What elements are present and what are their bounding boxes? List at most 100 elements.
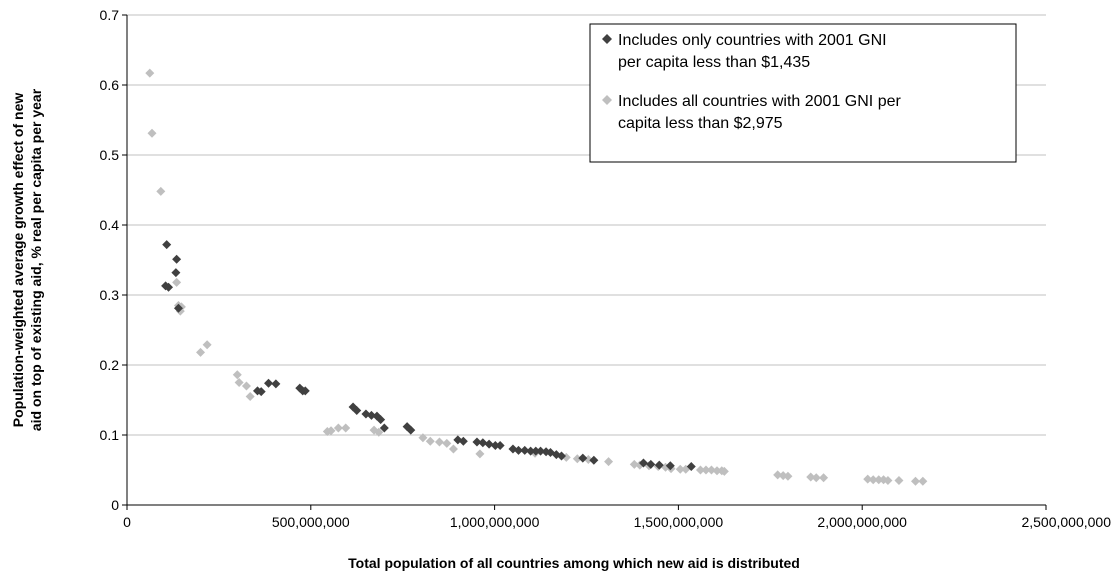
- series-2-point: [234, 378, 244, 387]
- y-tick-label: 0.5: [100, 147, 120, 163]
- y-tick-label: 0.2: [100, 357, 120, 373]
- series-1-point: [379, 423, 389, 433]
- series-1-point: [665, 461, 675, 471]
- series-1-point: [162, 240, 172, 250]
- series-2-point: [719, 466, 729, 476]
- series-2-point: [629, 459, 639, 469]
- series-1-point: [484, 439, 494, 449]
- data-points: [145, 68, 928, 486]
- series-2-point: [241, 381, 251, 391]
- series-2-point: [819, 473, 829, 483]
- y-tick-label: 0: [111, 497, 119, 513]
- series-1-point: [638, 458, 648, 468]
- series-2-point: [425, 436, 435, 446]
- series-1-point: [531, 446, 541, 456]
- legend-label-series-2-line-1: Includes all countries with 2001 GNI per: [618, 93, 901, 110]
- series-2-point: [145, 68, 155, 78]
- legend-marker-series-2: [602, 95, 612, 105]
- series-1-point: [578, 453, 588, 463]
- series-1-point: [520, 445, 530, 455]
- series-2-point: [326, 426, 336, 436]
- series-1-point: [173, 303, 183, 313]
- series-1-point: [536, 446, 546, 456]
- series-2-point: [172, 277, 182, 287]
- series-2-point: [604, 457, 614, 467]
- series-2-point: [918, 476, 928, 486]
- series-1-point: [472, 437, 482, 447]
- series-2-point: [448, 444, 458, 454]
- series-1-point: [495, 441, 505, 450]
- series-2-point: [245, 392, 255, 401]
- legend-box: [589, 23, 1017, 163]
- legend-label-series-1-line-2: per capita less than $1,435: [618, 54, 810, 71]
- y-axis-title-line-1: Population-weighted average growth effec…: [10, 93, 26, 428]
- series-1-point: [300, 386, 310, 396]
- series-2-point: [883, 476, 893, 485]
- series-2-point: [232, 370, 242, 380]
- axes: [122, 14, 1047, 510]
- legend-marker-series-1: [602, 34, 612, 44]
- y-axis-title: Population-weighted average growth effec…: [10, 93, 26, 428]
- series-2-point: [156, 186, 166, 196]
- y-tick-label: 0.4: [100, 217, 120, 233]
- legend-label-series-2-line-2: capita less than $2,975: [618, 115, 783, 132]
- y-tick-label: 0.3: [100, 287, 120, 303]
- series-1-point: [366, 410, 376, 420]
- series-2-point: [572, 454, 582, 464]
- series-2-point: [442, 438, 452, 448]
- series-2-point: [874, 475, 884, 485]
- series-2-point: [333, 423, 343, 433]
- series-1-point: [526, 446, 536, 456]
- series-2-point: [374, 427, 384, 437]
- series-2-point: [695, 465, 705, 475]
- series-1-point: [686, 462, 696, 471]
- series-1-point: [352, 406, 362, 415]
- series-2-point: [701, 465, 711, 475]
- series-2-point: [147, 128, 157, 138]
- y-axis-title-line-2: aid on top of existing aid, % real per c…: [28, 88, 44, 431]
- series-1-point: [557, 451, 567, 461]
- x-tick-label: 0: [123, 514, 131, 530]
- y-tick-label: 0.7: [100, 7, 120, 23]
- series-1-point: [513, 445, 523, 455]
- series-2-point: [911, 476, 921, 486]
- series-1-point: [646, 459, 656, 469]
- series-2-point: [783, 471, 793, 481]
- x-axis-title: Total population of all countries among …: [348, 555, 800, 571]
- gridlines: [127, 14, 1046, 436]
- series-2-point: [868, 475, 878, 485]
- x-tick-label: 1,500,000,000: [634, 514, 724, 530]
- x-tick-label: 2,000,000,000: [817, 514, 907, 530]
- series-1-point: [458, 436, 468, 446]
- series-1-point: [164, 282, 174, 292]
- series-2-point: [418, 433, 428, 443]
- series-1-point: [264, 378, 274, 388]
- series-2-point: [863, 474, 873, 484]
- x-tick-label: 1,000,000,000: [450, 514, 540, 530]
- series-2-point: [434, 437, 444, 447]
- series-1-point: [172, 254, 182, 264]
- series-1-point: [271, 379, 281, 389]
- series-2-point: [806, 472, 816, 482]
- series-2-point: [475, 449, 485, 459]
- series-2-point: [706, 465, 716, 475]
- series-2-point: [675, 464, 685, 474]
- series-2-point: [196, 347, 206, 357]
- series-1-point: [171, 268, 181, 278]
- tick-labels: 0 0.1 0.2 0.3 0.4 0.5 0.6 0.7 0 500,000,000 1,000,…: [100, 7, 1112, 530]
- x-tick-label: 500,000,000: [272, 514, 350, 530]
- y-tick-label: 0.1: [100, 427, 120, 443]
- series-1-point: [406, 425, 416, 435]
- x-tick-label: 2,500,000,000: [1021, 514, 1111, 530]
- series-2-point: [712, 466, 722, 476]
- series-1-point: [654, 460, 664, 470]
- legend: Includes only countries with 2001 GNI pe…: [589, 23, 1017, 163]
- series-1-point: [256, 387, 266, 397]
- series-2-point: [894, 476, 904, 485]
- legend-label-series-1-line-1: Includes only countries with 2001 GNI: [618, 32, 887, 49]
- series-2-point: [202, 340, 212, 350]
- y-tick-label: 0.6: [100, 77, 120, 93]
- series-1-point: [376, 415, 386, 425]
- y-axis-title: aid on top of existing aid, % real per c…: [28, 88, 44, 431]
